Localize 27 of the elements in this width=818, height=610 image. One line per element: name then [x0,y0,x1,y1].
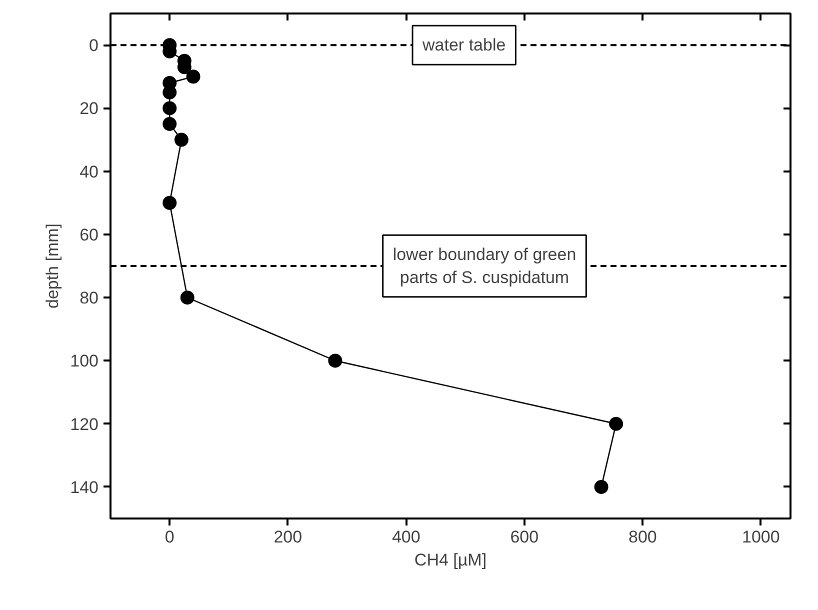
x-tick-label: 600 [510,528,539,546]
point [180,290,194,305]
y-tick-label: 120 [70,414,99,434]
y-axis-title: depth [mm] [43,223,62,309]
point [162,116,177,131]
y-tick-label: 140 [70,478,99,497]
point [174,132,188,147]
x-tick-label: 1000 [742,528,780,546]
y-tick-label: 0 [89,36,99,56]
point [162,196,177,210]
y-tick-label: 80 [80,288,99,308]
y-tick-label: 20 [80,99,99,118]
y-tick-label: 100 [70,352,99,371]
x-tick-label: 400 [392,528,420,546]
ref-line-label: lower boundary of green parts of S. cuspidatum [392,245,576,287]
y-tick-label: 60 [80,225,99,244]
y-tick-label: 40 [80,162,99,182]
x-tick-label: 0 [164,528,174,546]
point [186,70,200,84]
x-tick-label: 800 [628,528,657,546]
point [594,480,608,494]
point [609,416,624,431]
x-axis-title: CH4 [µM] [414,550,487,570]
ref-line-label: water table [422,36,506,55]
point [328,354,342,368]
x-tick-label: 200 [274,528,302,546]
point [162,101,177,116]
